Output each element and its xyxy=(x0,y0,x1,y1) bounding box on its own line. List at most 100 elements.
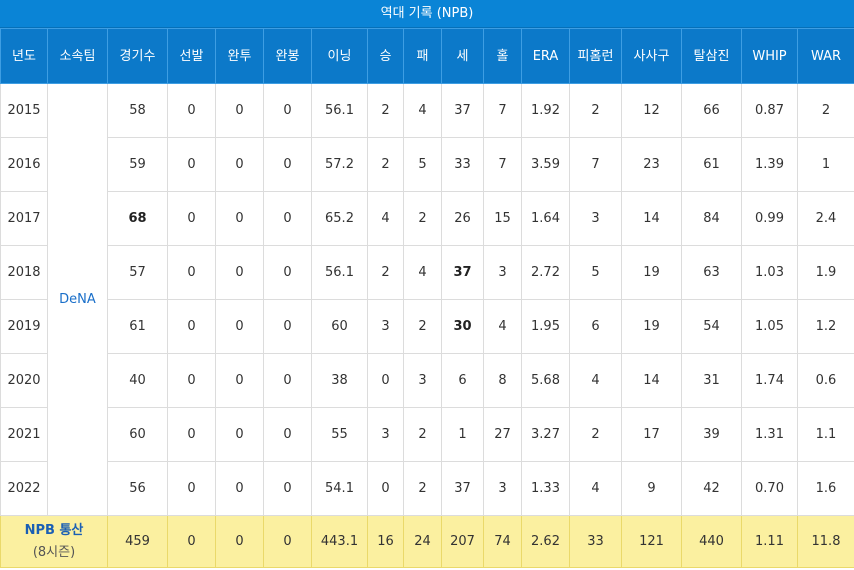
total-row: NPB 통산 (8시즌) 459 0 0 0 443.1 16 24 207 7… xyxy=(0,515,854,568)
cell-era: 1.95 xyxy=(521,299,570,354)
cell-wins: 2 xyxy=(367,245,404,300)
cell-era: 1.92 xyxy=(521,83,570,138)
cell-whip: 1.74 xyxy=(741,353,798,408)
cell-saves-bold: 30 xyxy=(453,318,472,334)
cell-complete-games: 0 xyxy=(215,245,264,300)
cell-holds: 3 xyxy=(483,245,522,300)
cell-holds: 15 xyxy=(483,191,522,246)
cell-era: 2.72 xyxy=(521,245,570,300)
cell-losses: 3 xyxy=(403,353,442,408)
cell-shutouts: 0 xyxy=(263,245,312,300)
cell-shutouts: 0 xyxy=(263,407,312,462)
cell-saves-bold: 37 xyxy=(453,264,472,280)
cell-innings: 60 xyxy=(311,299,368,354)
col-header-era: ERA xyxy=(521,28,570,84)
cell-games-bold: 68 xyxy=(128,210,147,226)
cell-home-runs: 3 xyxy=(569,191,622,246)
cell-innings: 38 xyxy=(311,353,368,408)
cell-starts: 0 xyxy=(167,299,216,354)
cell-war: 2 xyxy=(797,83,854,138)
cell-starts: 0 xyxy=(167,83,216,138)
cell-complete-games: 0 xyxy=(215,299,264,354)
cell-home-runs: 2 xyxy=(569,83,622,138)
total-label[interactable]: NPB 통산 xyxy=(24,522,84,538)
total-seasons: (8시즌) xyxy=(32,544,76,560)
cell-losses: 2 xyxy=(403,191,442,246)
cell-year: 2016 xyxy=(0,137,48,192)
total-label-cell: NPB 통산 (8시즌) xyxy=(0,515,108,568)
col-header-innings: 이닝 xyxy=(311,28,368,84)
cell-wins: 4 xyxy=(367,191,404,246)
cell-shutouts: 0 xyxy=(263,299,312,354)
cell-shutouts: 0 xyxy=(263,461,312,516)
total-holds: 74 xyxy=(483,515,522,568)
col-header-games: 경기수 xyxy=(107,28,168,84)
cell-year: 2020 xyxy=(0,353,48,408)
cell-games: 61 xyxy=(107,299,168,354)
cell-holds: 7 xyxy=(483,137,522,192)
cell-year: 2017 xyxy=(0,191,48,246)
cell-saves: 1 xyxy=(441,407,484,462)
cell-whip: 1.39 xyxy=(741,137,798,192)
cell-whip: 1.31 xyxy=(741,407,798,462)
cell-games: 68 xyxy=(107,191,168,246)
career-stats-table: 년도 소속팀 경기수 선발 완투 완봉 이닝 승 패 세 홀 ERA 피홈런 사… xyxy=(0,28,854,568)
total-games: 459 xyxy=(107,515,168,568)
team-link[interactable]: DeNA xyxy=(47,83,108,516)
cell-walks: 14 xyxy=(621,353,682,408)
cell-holds: 3 xyxy=(483,461,522,516)
cell-losses: 2 xyxy=(403,407,442,462)
cell-shutouts: 0 xyxy=(263,191,312,246)
cell-home-runs: 2 xyxy=(569,407,622,462)
cell-war: 1.6 xyxy=(797,461,854,516)
cell-war: 1 xyxy=(797,137,854,192)
cell-holds: 4 xyxy=(483,299,522,354)
cell-walks: 23 xyxy=(621,137,682,192)
cell-home-runs: 4 xyxy=(569,353,622,408)
cell-strikeouts: 39 xyxy=(681,407,742,462)
cell-wins: 0 xyxy=(367,461,404,516)
cell-strikeouts: 63 xyxy=(681,245,742,300)
cell-starts: 0 xyxy=(167,353,216,408)
col-header-holds: 홀 xyxy=(483,28,522,84)
cell-saves: 6 xyxy=(441,353,484,408)
total-complete-games: 0 xyxy=(215,515,264,568)
table-row: 2016 59 0 0 0 57.2 2 5 33 7 3.59 7 23 61… xyxy=(0,137,854,192)
total-whip: 1.11 xyxy=(741,515,798,568)
total-saves: 207 xyxy=(441,515,484,568)
cell-year: 2018 xyxy=(0,245,48,300)
cell-era: 3.59 xyxy=(521,137,570,192)
cell-complete-games: 0 xyxy=(215,137,264,192)
cell-losses: 2 xyxy=(403,299,442,354)
cell-shutouts: 0 xyxy=(263,353,312,408)
cell-wins: 0 xyxy=(367,353,404,408)
col-header-saves: 세 xyxy=(441,28,484,84)
cell-wins: 3 xyxy=(367,299,404,354)
cell-era: 1.64 xyxy=(521,191,570,246)
cell-games: 59 xyxy=(107,137,168,192)
table-row: 2020 40 0 0 0 38 0 3 6 8 5.68 4 14 31 1.… xyxy=(0,353,854,408)
cell-games: 57 xyxy=(107,245,168,300)
total-home-runs: 33 xyxy=(569,515,622,568)
total-innings: 443.1 xyxy=(311,515,368,568)
total-war: 11.8 xyxy=(797,515,854,568)
cell-complete-games: 0 xyxy=(215,83,264,138)
table-row: 2022 56 0 0 0 54.1 0 2 37 3 1.33 4 9 42 … xyxy=(0,461,854,516)
cell-starts: 0 xyxy=(167,461,216,516)
cell-complete-games: 0 xyxy=(215,461,264,516)
table-title: 역대 기록 (NPB) xyxy=(0,0,854,28)
cell-games: 40 xyxy=(107,353,168,408)
cell-holds: 8 xyxy=(483,353,522,408)
cell-innings: 56.1 xyxy=(311,245,368,300)
cell-year: 2015 xyxy=(0,83,48,138)
total-starts: 0 xyxy=(167,515,216,568)
cell-strikeouts: 42 xyxy=(681,461,742,516)
cell-innings: 54.1 xyxy=(311,461,368,516)
cell-innings: 57.2 xyxy=(311,137,368,192)
cell-saves: 30 xyxy=(441,299,484,354)
cell-war: 0.6 xyxy=(797,353,854,408)
cell-whip: 1.05 xyxy=(741,299,798,354)
cell-shutouts: 0 xyxy=(263,137,312,192)
cell-innings: 56.1 xyxy=(311,83,368,138)
col-header-team: 소속팀 xyxy=(47,28,108,84)
